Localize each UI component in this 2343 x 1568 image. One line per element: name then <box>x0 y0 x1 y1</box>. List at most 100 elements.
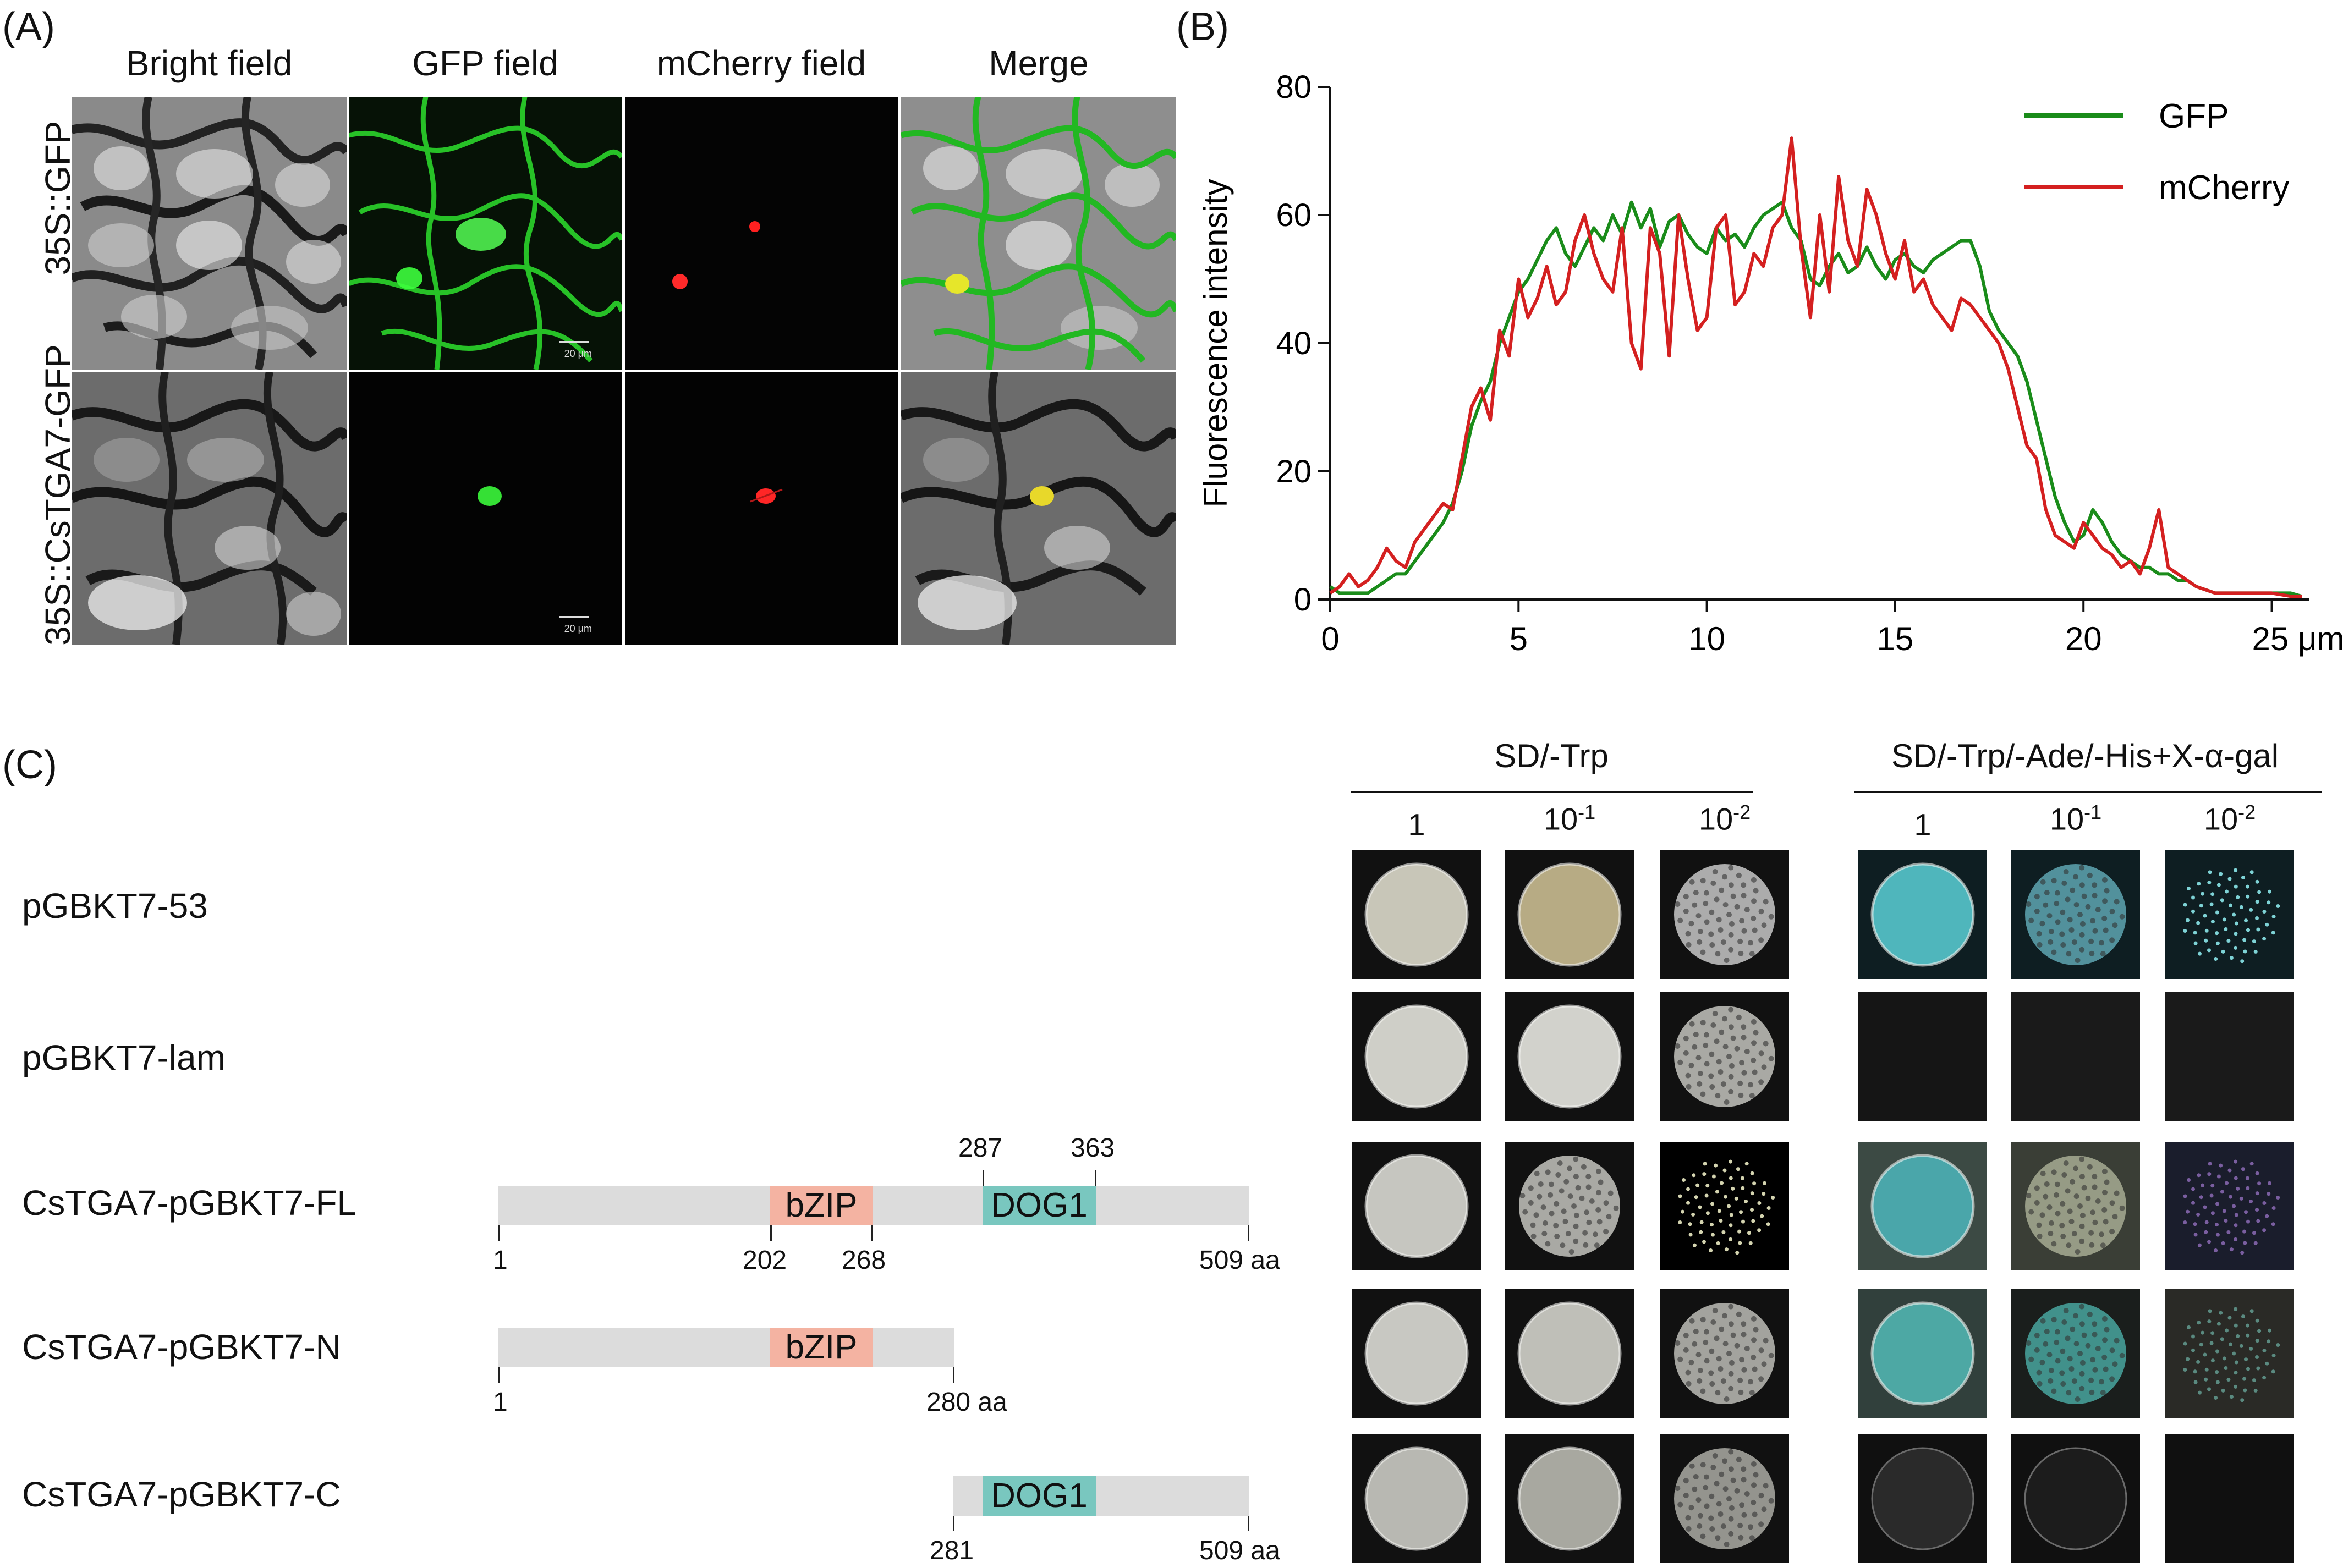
y-tick-label: 60 <box>1276 197 1312 233</box>
tick-fl-363 <box>1095 1170 1096 1186</box>
group-underline-sd-qdo <box>1854 791 2322 793</box>
y-tick-label: 40 <box>1276 326 1312 361</box>
tick-fl-509 <box>1248 1225 1249 1241</box>
series-line-mcherry <box>1329 136 2302 598</box>
spot-cell-row2-col6 <box>2165 992 2294 1121</box>
micrograph-merge-35s-gfp <box>901 97 1176 370</box>
scale-bar-label: 20 μm <box>564 348 592 359</box>
spot-cell-row3-col3 <box>1660 1142 1789 1270</box>
position-label-509-c: 509 aa <box>1199 1536 1280 1565</box>
legend-label-mcherry: mCherry <box>2159 169 2290 207</box>
micrograph-gfp-field-35s-gfp: 20 μm <box>349 97 622 370</box>
tick-n-280 <box>953 1367 954 1383</box>
spot-cell-row2-col1 <box>1352 992 1481 1121</box>
spot-cell-row1-col1 <box>1352 850 1481 979</box>
group-header-sd-trp: SD/-Trp <box>1494 738 1609 774</box>
panel-a-letter: (A) <box>2 5 55 49</box>
scale-bar <box>559 341 589 343</box>
x-tick-label: 15 <box>1877 620 1914 657</box>
spot-cell-row4-col5 <box>2011 1289 2140 1418</box>
spot-cell-row5-col4 <box>1858 1434 1987 1563</box>
dilution-10-1-sd-trp: 10-1 <box>1543 801 1596 837</box>
position-label-268: 268 <box>842 1246 886 1275</box>
x-tick-label: 0 <box>1321 620 1339 657</box>
position-label-509-fl: 509 aa <box>1199 1246 1280 1275</box>
spot-cell-row5-col5 <box>2011 1434 2140 1563</box>
scale-bar-label: 20 μm <box>564 623 592 634</box>
tick-c-281 <box>953 1516 954 1531</box>
y-tick-label: 0 <box>1294 582 1312 618</box>
spot-cell-row4-col3 <box>1660 1289 1789 1418</box>
spot-cell-row4-col4 <box>1858 1289 1987 1418</box>
panel-c-letter: (C) <box>2 743 57 787</box>
spot-cell-row5-col2 <box>1505 1434 1634 1563</box>
spot-cell-row2-col3 <box>1660 992 1789 1121</box>
position-label-n-1: 1 <box>493 1388 508 1417</box>
spot-cell-row3-col2 <box>1505 1142 1634 1270</box>
x-tick-label: 25 μm <box>2252 620 2343 657</box>
protein-bar-fl <box>498 1186 1249 1225</box>
column-header-mcherry-field: mCherry field <box>656 43 866 83</box>
dog1-domain-c: DOG1 <box>983 1476 1096 1516</box>
position-label-202: 202 <box>743 1246 787 1275</box>
spot-cell-row4-col6 <box>2165 1289 2294 1418</box>
spot-cell-row4-col2 <box>1505 1289 1634 1418</box>
group-underline-sd-trp <box>1351 791 1753 793</box>
spot-cell-row3-col6 <box>2165 1142 2294 1270</box>
column-header-gfp-field: GFP field <box>412 43 558 83</box>
column-header-bright-field: Bright field <box>125 43 293 83</box>
position-label-287: 287 <box>958 1134 1003 1163</box>
panel-b-letter: (B) <box>1176 5 1229 49</box>
spot-cell-row1-col4 <box>1858 850 1987 979</box>
column-header-merge: Merge <box>989 43 1089 83</box>
micrograph-bright-field-35s-gfp <box>72 97 347 370</box>
x-tick-label: 5 <box>1510 620 1528 657</box>
tick-c-509 <box>1248 1516 1249 1531</box>
spot-cell-row1-col6 <box>2165 850 2294 979</box>
micrograph-merge-35s-cstga7-gfp <box>901 372 1176 645</box>
legend-label-gfp: GFP <box>2159 97 2229 135</box>
x-tick-label: 10 <box>1688 620 1725 657</box>
y-axis-label: Fluorescence intensity <box>1197 179 1234 508</box>
micrograph-mcherry-field-35s-gfp <box>625 97 898 370</box>
construct-label-pgbkt7-lam: pGBKT7-lam <box>22 1038 226 1077</box>
micrograph-gfp-field-35s-cstga7-gfp: 20 μm <box>349 372 622 645</box>
spot-cell-row1-col2 <box>1505 850 1634 979</box>
spot-cell-row3-col1 <box>1352 1142 1481 1270</box>
micrograph-bright-field-35s-cstga7-gfp <box>72 372 347 645</box>
micrograph-mcherry-field-35s-cstga7-gfp <box>625 372 898 645</box>
spot-cell-row4-col1 <box>1352 1289 1481 1418</box>
spot-cell-row2-col4 <box>1858 992 1987 1121</box>
spot-cell-row5-col1 <box>1352 1434 1481 1563</box>
bzip-domain-fl: bZIP <box>770 1186 873 1225</box>
construct-label-cstga7-c: CsTGA7-pGBKT7-C <box>22 1475 341 1514</box>
position-label-1: 1 <box>493 1246 508 1275</box>
spot-cell-row3-col4 <box>1858 1142 1987 1270</box>
scale-bar <box>559 616 589 618</box>
fluorescence-intensity-chart: 0 20 40 60 80 0 5 10 15 20 25 μm Fluorescence inten… <box>1197 69 2343 657</box>
x-tick-label: 20 <box>2065 620 2102 657</box>
tick-fl-1 <box>498 1225 500 1241</box>
dog1-domain-fl: DOG1 <box>983 1186 1096 1225</box>
construct-label-cstga7-n: CsTGA7-pGBKT7-N <box>22 1327 341 1367</box>
spot-cell-row2-col5 <box>2011 992 2140 1121</box>
tick-fl-268 <box>871 1225 873 1241</box>
tick-fl-202 <box>770 1225 772 1241</box>
dilution-1-sd-qdo: 1 <box>1914 807 1932 842</box>
y-tick-label: 20 <box>1276 454 1312 489</box>
dilution-10-2-sd-qdo: 10-2 <box>2203 801 2256 837</box>
tick-fl-287 <box>983 1170 984 1186</box>
position-label-280: 280 aa <box>926 1388 1007 1417</box>
spot-cell-row5-col6 <box>2165 1434 2294 1563</box>
bzip-domain-n: bZIP <box>770 1328 873 1367</box>
construct-label-pgbkt7-53: pGBKT7-53 <box>22 886 208 926</box>
group-header-sd-qdo: SD/-Trp/-Ade/-His+X-α-gal <box>1891 738 2279 774</box>
position-label-281: 281 <box>930 1536 974 1565</box>
y-tick-label: 80 <box>1276 69 1312 105</box>
spot-cell-row5-col3 <box>1660 1434 1789 1563</box>
spot-cell-row2-col2 <box>1505 992 1634 1121</box>
tick-n-1 <box>498 1367 500 1383</box>
spot-cell-row3-col5 <box>2011 1142 2140 1270</box>
dilution-10-2-sd-trp: 10-2 <box>1698 801 1751 837</box>
dilution-10-1-sd-qdo: 10-1 <box>2049 801 2102 837</box>
